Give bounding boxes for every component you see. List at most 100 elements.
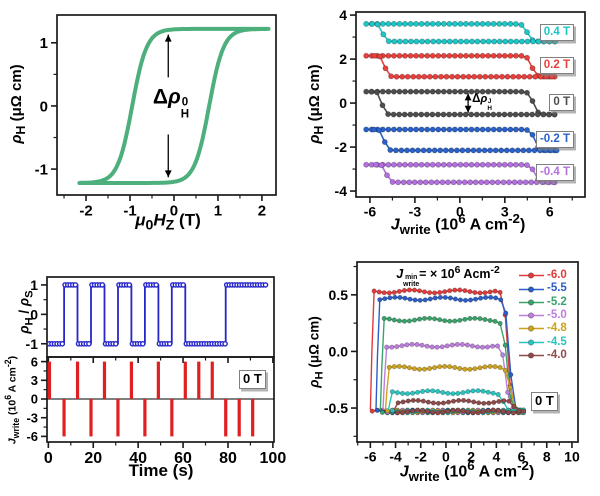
legend-marker-icon xyxy=(519,312,544,319)
series-jmin--6.0 xyxy=(369,287,526,416)
y-axis-ticks: -1 0 1 xyxy=(26,277,47,352)
series-0.2T xyxy=(363,52,558,80)
svg-text:-0.5: -0.5 xyxy=(324,400,348,416)
series--0.4T xyxy=(363,161,558,186)
panel-field-hysteresis: -2 -1 0 1 2 -1 0 1 ρH (μΩ cm) μ0HZ (T) Δρ 0 H xyxy=(0,0,300,250)
partial-loops-chart: -6 -4 -2 0 2 4 6 8 10 -0.5 0.0 0.5 xyxy=(324,261,580,464)
x-axis-label: Jwrite (106 A cm-2) xyxy=(399,458,535,484)
svg-text:1: 1 xyxy=(30,277,38,293)
y-axis-ticks: -6 -3 0 3 6 xyxy=(26,354,47,444)
x-axis-ticks: -6 -4 -2 0 2 4 6 8 10 xyxy=(357,442,580,464)
legend-item: -4.8 xyxy=(518,323,567,335)
svg-text:40: 40 xyxy=(129,450,147,467)
svg-text:0: 0 xyxy=(44,450,53,467)
svg-text:4: 4 xyxy=(339,7,347,23)
series-0.4T xyxy=(363,20,559,45)
legend-label: -5.2 xyxy=(547,295,567,308)
field-label-box: 0 T xyxy=(239,370,266,389)
legend-item: -5.2 xyxy=(518,295,567,309)
svg-text:-2: -2 xyxy=(415,448,428,464)
series-field-loop xyxy=(77,26,271,185)
field-value-box: 0.2 T xyxy=(539,57,574,74)
field-value-box: 0 T xyxy=(549,94,574,111)
svg-text:3: 3 xyxy=(31,373,38,388)
double-arrow xyxy=(164,34,172,178)
legend-marker-icon xyxy=(519,339,544,346)
svg-text:60: 60 xyxy=(174,450,192,467)
svg-text:80: 80 xyxy=(219,450,237,467)
svg-text:0: 0 xyxy=(31,392,38,407)
svg-text:0.5: 0.5 xyxy=(329,287,349,303)
series-write-pulses xyxy=(47,361,255,437)
svg-text:100: 100 xyxy=(260,450,287,467)
x-axis-ticks: -6 -3 0 3 6 xyxy=(364,197,573,219)
legend-marker-icon xyxy=(519,325,544,333)
x-axis-ticks: 0 20 40 60 80 100 xyxy=(44,442,286,467)
svg-text:-2: -2 xyxy=(79,202,92,219)
svg-text:-4: -4 xyxy=(389,448,402,464)
svg-text:4: 4 xyxy=(492,448,500,464)
field-label-box: 0 T xyxy=(531,392,558,411)
double-arrow xyxy=(464,93,472,113)
legend-marker-icon xyxy=(519,272,544,279)
svg-text:-3: -3 xyxy=(26,410,38,425)
y-axis-ticks: -1 0 1 xyxy=(35,35,57,179)
x-axis-label: Jwrite (106 A cm-2) xyxy=(390,211,526,237)
svg-text:2: 2 xyxy=(467,448,475,464)
field-hysteresis-chart: -2 -1 0 1 2 -1 0 1 xyxy=(35,14,277,219)
x-axis-label: μ0HZ (T) xyxy=(135,210,201,234)
series-jmin--4.8 xyxy=(384,363,526,416)
y-axis-label-top: ρH / ρS xyxy=(16,290,36,334)
pulse-train-chart: 0 20 40 60 80 100 -1 0 1 -6 -3 0 3 6 xyxy=(26,276,286,467)
svg-text:0: 0 xyxy=(170,202,178,219)
svg-text:-3: -3 xyxy=(409,203,422,219)
y-axis-ticks: -4 -2 0 2 4 xyxy=(335,7,356,199)
svg-text:1: 1 xyxy=(214,202,222,219)
svg-text:0: 0 xyxy=(339,95,347,111)
svg-text:-4: -4 xyxy=(335,183,348,199)
svg-text:-6: -6 xyxy=(26,429,38,444)
panel-pulse-train: 0 20 40 60 80 100 -1 0 1 -6 -3 0 3 6 ρH / ρS Jwrite (… xyxy=(0,250,300,496)
y-axis-label: ρH (μΩ cm) xyxy=(306,64,326,144)
delta-rho-current-annotation: Δρ J H xyxy=(472,93,492,112)
legend-label: -4.8 xyxy=(547,322,567,335)
svg-text:6: 6 xyxy=(31,354,38,369)
svg-text:2: 2 xyxy=(258,202,266,219)
series--0.2T xyxy=(363,126,560,154)
x-axis-ticks: -2 -1 0 1 2 xyxy=(63,195,266,219)
legend-item: -5.5 xyxy=(518,283,567,295)
svg-text:0: 0 xyxy=(40,98,48,115)
legend-item: -6.0 xyxy=(518,269,567,282)
svg-text:2: 2 xyxy=(339,51,347,67)
svg-text:0: 0 xyxy=(456,203,464,219)
y-axis-label: ρH (μΩ cm) xyxy=(306,316,326,388)
legend-marker-icon xyxy=(519,352,544,359)
svg-text:3: 3 xyxy=(501,203,509,219)
legend-label: -5.0 xyxy=(547,308,567,321)
legend-label: -4.0 xyxy=(547,348,567,361)
legend-label: -4.5 xyxy=(547,335,567,348)
svg-text:0.0: 0.0 xyxy=(329,343,349,359)
svg-text:0: 0 xyxy=(30,306,38,322)
current-loops-chart: -6 -3 0 3 6 -4 -2 0 2 4 xyxy=(335,7,586,219)
svg-text:20: 20 xyxy=(84,450,102,467)
svg-text:6: 6 xyxy=(518,448,526,464)
y-axis-label-bottom: Jwrite (106 A cm-2) xyxy=(3,355,21,445)
x-axis-label: Time (s) xyxy=(128,461,194,480)
svg-text:1: 1 xyxy=(40,35,48,52)
field-value-box: -0.2 T xyxy=(535,131,574,148)
series-hall-state xyxy=(46,282,269,347)
svg-text:8: 8 xyxy=(543,448,551,464)
panel-current-loops: -6 -3 0 3 6 -4 -2 0 2 4 ρH (μΩ cm) Jwrite (106 A … xyxy=(300,0,600,250)
delta-rho-field-annotation: Δρ 0 H xyxy=(152,85,190,121)
svg-text:-2: -2 xyxy=(335,139,348,155)
y-axis-ticks: -0.5 0.0 0.5 xyxy=(324,265,357,437)
svg-text:10: 10 xyxy=(564,448,580,464)
series-jmin--4.0 xyxy=(393,397,526,416)
svg-text:-1: -1 xyxy=(26,336,39,352)
legend-label: -5.5 xyxy=(547,282,567,295)
svg-text:-1: -1 xyxy=(35,162,48,179)
legend-item: -4.0 xyxy=(518,348,567,362)
